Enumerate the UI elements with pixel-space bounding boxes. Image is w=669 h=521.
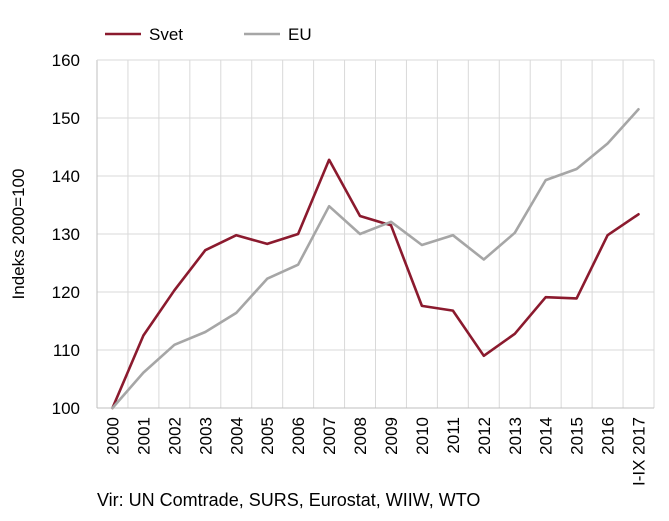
x-tick-label: I-IX 2017 (630, 417, 649, 486)
x-tick-label: 2002 (165, 417, 184, 455)
x-tick-label: 2003 (196, 417, 215, 455)
x-tick-label: 2013 (506, 417, 525, 455)
y-tick-label: 150 (52, 109, 80, 128)
series-lines (111, 108, 640, 410)
y-tick-label: 100 (52, 399, 80, 418)
y-tick-label: 160 (52, 51, 80, 70)
x-tick-label: 2011 (444, 417, 463, 454)
x-tick-label: 2001 (134, 417, 153, 455)
y-axis-ticks: 100 110 120 130 140 150 160 (52, 51, 80, 418)
series-line-eu (111, 108, 640, 410)
series-line-svet (111, 158, 640, 410)
y-tick-label: 120 (52, 283, 80, 302)
x-tick-label: 2000 (103, 417, 122, 455)
x-tick-label: 2012 (475, 417, 494, 455)
y-tick-label: 140 (52, 167, 80, 186)
x-tick-label: 2010 (413, 417, 432, 455)
x-tick-label: 2016 (599, 417, 618, 455)
legend: Svet EU (105, 25, 312, 44)
y-axis-label: Indeks 2000=100 (9, 169, 28, 300)
x-tick-label: 2004 (227, 417, 246, 455)
x-tick-label: 2009 (382, 417, 401, 455)
gridlines (97, 59, 654, 409)
legend-label-svet: Svet (149, 25, 183, 44)
x-axis-ticks: 2000 2001 2002 2003 2004 2005 2006 2007 2008 2009… (103, 417, 648, 486)
x-tick-label: 2005 (258, 417, 277, 455)
y-tick-label: 130 (52, 225, 80, 244)
plot-frame (96, 59, 655, 409)
source-note: Vir: UN Comtrade, SURS, Eurostat, WIIW, … (97, 490, 481, 510)
x-tick-label: 2008 (351, 417, 370, 455)
x-tick-label: 2006 (289, 417, 308, 455)
x-tick-label: 2007 (320, 417, 339, 455)
y-tick-label: 110 (53, 341, 80, 360)
x-tick-label: 2015 (568, 417, 587, 455)
x-tick-label: 2014 (537, 417, 556, 455)
legend-label-eu: EU (288, 25, 312, 44)
